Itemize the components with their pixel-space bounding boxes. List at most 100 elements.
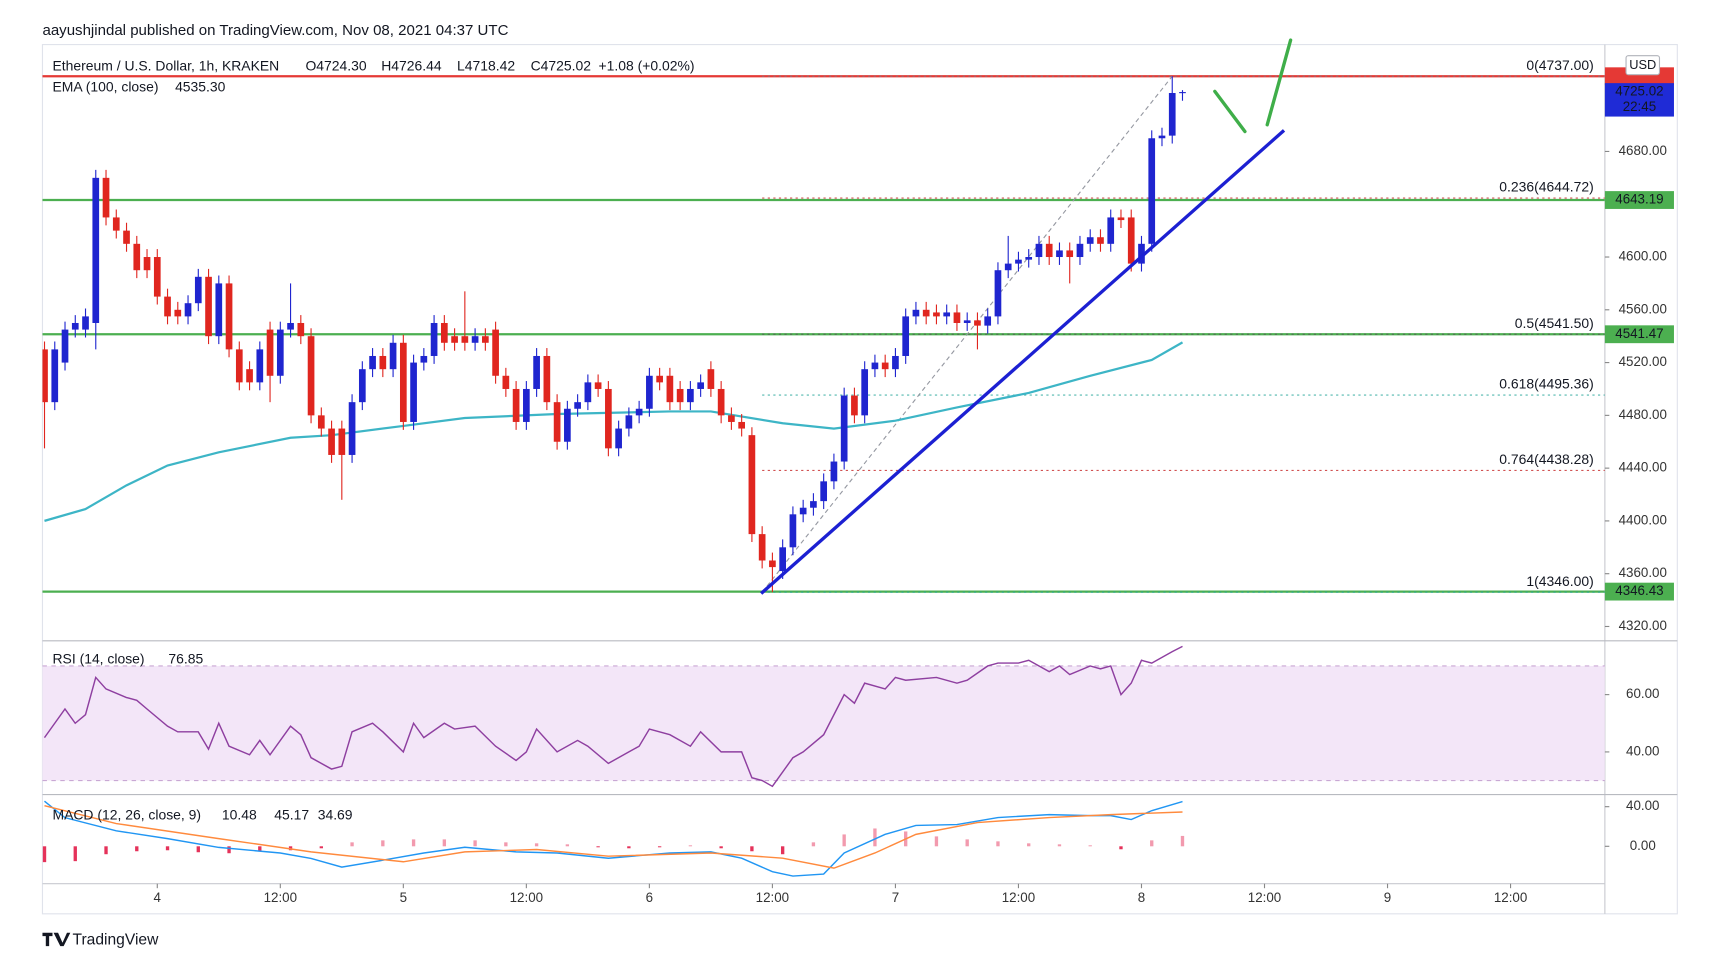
candle-body [748,435,756,535]
candle-body [1015,259,1022,264]
ohlc-close: C4725.02 [531,58,592,74]
candle-body [502,375,510,389]
macd-hist-bar [411,839,416,847]
candle-body [143,257,151,271]
countdown: 22:45 [1623,99,1656,114]
candle-body [1148,138,1156,244]
brand-logo: TradingView [42,932,159,949]
candle-body [184,303,192,317]
fib-trend [761,75,1173,593]
candle-body [194,276,202,304]
macd-hist-bar [381,840,385,847]
candle-body [389,342,397,370]
candle-body [625,415,633,429]
candle-body [635,408,643,416]
candle-body [1168,93,1176,136]
macd-hist-bar [1057,844,1062,847]
level-tag-label: 4541.47 [1615,326,1663,341]
macd-hist-bar [534,843,539,847]
ohlc-high: H4726.44 [381,58,442,74]
candle-body [471,336,479,343]
candle-body [820,481,828,502]
y-tick-label: 4600.00 [1619,249,1667,264]
candle-body [1076,243,1084,258]
candle-body [1117,217,1125,221]
candle-body [861,369,869,416]
candle-body [584,382,592,403]
candle-body [871,362,879,370]
rsi-pane [42,645,1605,788]
macd-hist-bar [873,828,877,847]
macd-hist-bar [934,836,939,847]
macd-hist-bar [750,846,754,852]
candle-body [707,369,715,389]
candle-body [440,322,448,343]
last-price-tag [1604,83,1674,117]
macd-hist-value: 10.48 [222,806,257,822]
ohlc-low: L4718.42 [457,58,515,74]
candle-body [594,382,602,389]
macd-hist-bar [165,846,170,851]
candle-body [410,362,417,422]
signal-line [44,805,1183,869]
candle-body [1107,217,1115,244]
x-tick-label: 4 [154,890,162,905]
candle-body [963,320,971,323]
macd-tick-label: 40.00 [1626,798,1659,813]
macd-hist-bar [1088,845,1092,847]
macd-hist-bar [319,846,323,849]
candle-body [789,514,797,548]
candle-body [1004,263,1012,271]
macd-hist-bar [42,846,47,863]
candle-body [82,316,89,330]
candle-body [902,316,910,356]
candle-body [266,329,274,376]
candle-body [1158,135,1166,139]
candle-body [615,428,622,449]
candle-body [42,349,48,403]
axes: 4320.00 4360.00 4400.00 4440.00 4480.00 4520.… [154,55,1674,905]
candle-body [646,375,653,409]
macd-hist-bar [565,844,570,847]
macd-hist-bar [504,842,508,847]
macd-hist-bar [73,846,77,862]
trend-line [760,129,1286,595]
candle-body [492,329,499,376]
candle-body [205,276,212,337]
macd-signal-value: 34.69 [318,806,353,822]
ohlc-open: O4724.30 [305,58,366,74]
candle-body [164,296,171,317]
y-tick-label: 4680.00 [1619,143,1667,158]
candle-body [656,375,663,383]
x-tick-label: 12:00 [756,890,789,905]
candle-body [287,322,294,330]
currency: USD [1629,57,1656,72]
candle-body [399,342,407,422]
candle-body [338,428,346,455]
rsi-line [43,645,1183,788]
candle-body [984,316,992,326]
candle-body [379,355,387,370]
x-tick-label: 8 [1138,890,1145,905]
macd-hist-bar [135,846,139,852]
macd-hist-bar [1119,846,1123,850]
candle-body [912,309,920,317]
candle-body [297,322,305,337]
x-tick-label: 12:00 [1248,890,1281,905]
candle-body [358,369,366,403]
candle-body [697,382,704,389]
candle-body [1066,250,1074,258]
candle-body [676,388,684,403]
candle-body [61,329,69,363]
candle-body [1086,237,1094,244]
candle-body [420,355,428,363]
x-tick-label: 5 [400,890,407,905]
candle-body [225,283,233,350]
macd-hist-bar [688,845,693,847]
macd-pane [42,800,1185,877]
candle-body [779,547,787,572]
macd-hist-bar [596,846,600,848]
candle-body [738,421,745,429]
y-tick-label: 4360.00 [1619,565,1667,580]
